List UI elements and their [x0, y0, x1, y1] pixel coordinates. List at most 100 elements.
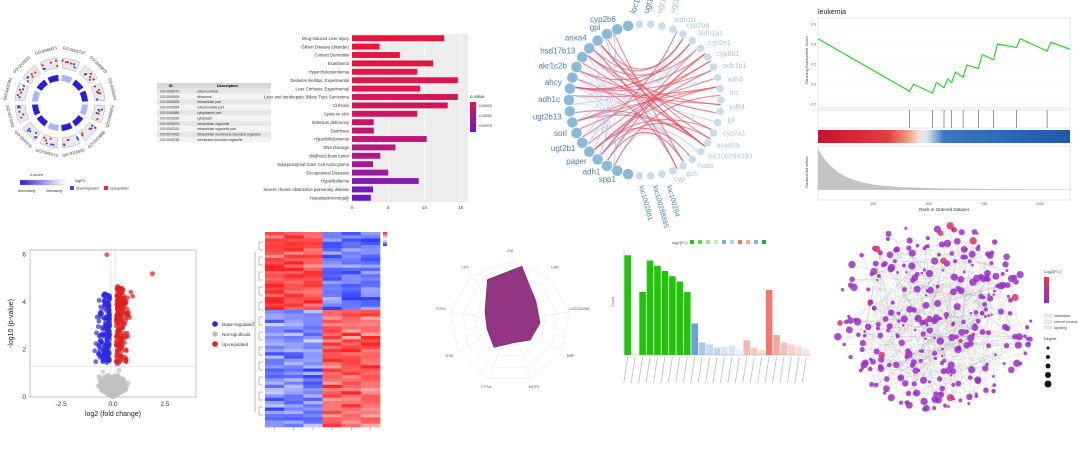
go-point — [41, 64, 44, 67]
chord-node-label: cyp2b6 — [590, 15, 616, 24]
network-edge — [953, 261, 956, 399]
heatmap-cell — [322, 241, 342, 246]
legend-swatch — [746, 240, 750, 244]
category-label: Selenium deficiency — [312, 120, 350, 125]
heatmap-cell — [322, 316, 342, 321]
network-edge — [860, 263, 886, 371]
point-down — [97, 338, 103, 344]
network-node — [971, 263, 974, 267]
heatmap-cell — [284, 280, 304, 285]
go-point — [50, 143, 53, 146]
point-up — [124, 306, 130, 312]
network-node — [912, 367, 920, 374]
network-node — [915, 243, 920, 248]
network-node — [914, 317, 919, 321]
network-node — [887, 265, 894, 273]
heatmap-cell — [265, 352, 285, 356]
heatmap-cell — [322, 251, 342, 256]
network-node — [933, 225, 941, 233]
heatmap-cell — [322, 388, 342, 392]
go-point — [97, 112, 100, 115]
radar-axis-label: FOS1 — [436, 307, 446, 311]
category-label: Gilbert Disease (disorder) — [301, 44, 349, 49]
network-node — [943, 239, 952, 248]
bar — [713, 347, 721, 355]
network-node — [963, 254, 968, 260]
legend-label: Not-significant — [222, 332, 251, 337]
heatmap-cell — [284, 384, 304, 389]
network-node — [969, 278, 977, 286]
heatmap-cell — [303, 388, 323, 392]
x-axis-label: log2 (fold change) — [85, 411, 141, 418]
network-node — [1008, 366, 1015, 374]
network-edge — [937, 263, 947, 287]
category-label: childhood brain tumor — [309, 153, 350, 158]
network-node — [931, 317, 938, 325]
heatmap-cell — [341, 277, 362, 282]
network-node — [870, 358, 876, 365]
heatmap-cell — [360, 401, 381, 405]
point-not-significant — [116, 367, 122, 373]
network-edge — [852, 279, 1030, 344]
chord-node — [635, 19, 644, 29]
network-edge — [878, 275, 984, 298]
radar-axis-label: GIS — [507, 249, 514, 253]
heatmap-cell — [265, 232, 285, 236]
point-down — [106, 302, 111, 308]
table-row — [157, 110, 271, 116]
network-node — [1003, 253, 1010, 261]
heatmap-cell — [360, 323, 381, 327]
network-node — [927, 286, 934, 294]
point-down — [97, 347, 103, 353]
heatmap-cell — [360, 287, 381, 291]
network-edge — [921, 272, 947, 315]
dendrogram-branch — [258, 391, 263, 401]
heatmap-cell — [322, 381, 342, 386]
chord-node-label: aldh1b — [674, 17, 695, 24]
legend-size-title: Degree — [1044, 337, 1056, 341]
go-sector — [79, 65, 98, 84]
network-edge — [1005, 320, 1031, 328]
network-node — [983, 307, 988, 312]
chord-node — [703, 52, 713, 62]
network-node — [1027, 336, 1033, 342]
table-cell-desc: intracellular organelle — [197, 122, 229, 126]
go-point — [90, 127, 93, 130]
heatmap-cell — [303, 329, 323, 334]
point-up — [121, 294, 127, 299]
heatmap-cell — [284, 245, 304, 249]
network-edge — [907, 350, 979, 381]
bar — [352, 110, 418, 117]
heatmap-cell — [265, 258, 285, 262]
network-node — [925, 236, 930, 241]
network-edge — [908, 247, 978, 380]
network-node — [890, 300, 895, 305]
table-row — [157, 99, 271, 105]
network-node — [983, 387, 989, 393]
network-node — [952, 397, 956, 401]
heatmap-cell — [265, 345, 285, 350]
legend-low: decreasing — [18, 189, 35, 193]
heatmap-cell — [265, 251, 285, 256]
network-edge — [875, 233, 978, 264]
heatmap-cell — [303, 235, 323, 239]
table-cell-id: GO:0005829 — [160, 95, 180, 99]
network-node — [940, 368, 947, 375]
point-down — [104, 326, 110, 331]
network-edge — [915, 286, 938, 371]
network-node — [1014, 341, 1022, 349]
go-point — [98, 109, 101, 112]
go-zscore-bar — [79, 90, 88, 102]
heatmap-cell — [360, 245, 381, 249]
heatmap-cell — [284, 326, 304, 330]
chord-node — [688, 36, 697, 45]
network-node — [963, 342, 970, 349]
network-node — [898, 400, 904, 405]
category-label: Spots on skin — [324, 111, 350, 116]
network-node — [950, 288, 957, 296]
go-sector — [61, 57, 81, 72]
network-node — [989, 261, 994, 266]
chord-node-label: adh4 — [727, 76, 743, 83]
heatmap-cell — [284, 394, 304, 399]
heatmap-cell — [322, 332, 342, 337]
